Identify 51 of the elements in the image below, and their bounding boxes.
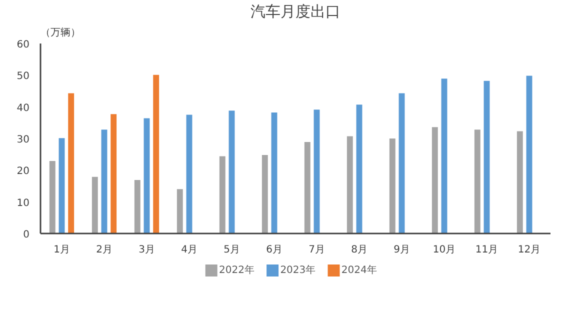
bar — [441, 78, 448, 234]
y-tick-label: 0 — [23, 230, 30, 240]
x-tick-label: 10月 — [432, 244, 456, 256]
bar — [228, 110, 235, 234]
y-tick-label: 50 — [16, 71, 30, 82]
x-tick-label: 3月 — [138, 244, 155, 256]
y-tick-label: 60 — [16, 40, 30, 50]
y-tick-label: 20 — [16, 166, 30, 178]
chart-title: 汽车月度出口 — [250, 2, 340, 20]
x-tick-label: 12月 — [518, 244, 541, 256]
y-tick-label: 10 — [16, 198, 30, 209]
legend-label: 2022年 — [219, 264, 254, 276]
x-tick-label: 8月 — [351, 244, 368, 256]
bar — [58, 138, 65, 234]
bar — [484, 80, 490, 234]
bar — [271, 112, 278, 234]
x-tick-label: 6月 — [266, 244, 282, 256]
x-tick-label: 7月 — [308, 244, 325, 256]
bar — [516, 131, 523, 234]
bar — [356, 104, 362, 234]
y-axis-title: （万辆） — [40, 26, 80, 38]
x-tick-label: 9月 — [394, 244, 410, 256]
bar — [101, 130, 108, 234]
bar — [219, 156, 226, 234]
bar — [134, 180, 140, 234]
bar — [474, 130, 480, 234]
legend-label: 2024年 — [341, 264, 377, 276]
bar — [304, 142, 310, 234]
x-tick-label: 2月 — [96, 244, 112, 256]
legend-label: 2023年 — [280, 264, 316, 276]
y-tick-label: 30 — [16, 134, 30, 146]
bar — [389, 138, 396, 234]
bar — [398, 93, 405, 234]
x-tick-label: 4月 — [181, 244, 198, 256]
bar — [186, 114, 192, 234]
x-tick-label: 11月 — [475, 244, 498, 256]
bar — [144, 118, 150, 234]
x-tick-label: 5月 — [224, 244, 240, 256]
bar — [110, 114, 117, 234]
y-tick-label: 40 — [16, 102, 30, 114]
bar — [432, 127, 438, 234]
bar — [92, 176, 98, 234]
bar — [176, 189, 183, 234]
bar — [262, 154, 268, 234]
bar — [49, 160, 56, 234]
bar — [153, 74, 160, 234]
x-tick-label: 1月 — [54, 244, 70, 256]
bar — [314, 110, 320, 234]
bar — [68, 93, 74, 234]
bar — [346, 136, 353, 234]
bar — [526, 76, 532, 234]
